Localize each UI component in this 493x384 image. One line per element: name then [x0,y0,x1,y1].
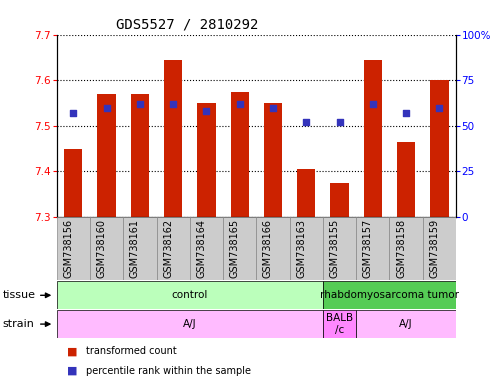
Bar [57,310,323,338]
Text: rhabdomyosarcoma tumor: rhabdomyosarcoma tumor [320,290,459,300]
Text: strain: strain [2,319,35,329]
Bar [297,169,316,217]
Text: ■: ■ [67,366,77,376]
Text: GSM738157: GSM738157 [363,219,373,278]
Point [336,119,344,125]
Point [402,110,410,116]
Point [369,101,377,107]
Point [70,110,77,116]
Text: GSM738158: GSM738158 [396,219,406,278]
Point [236,101,244,107]
Bar [389,217,423,280]
Text: GSM738155: GSM738155 [329,219,340,278]
Point [269,104,277,111]
Bar [197,103,215,217]
Bar [157,217,190,280]
Text: tissue: tissue [2,290,35,300]
Bar [190,217,223,280]
Bar [423,217,456,280]
Bar [131,94,149,217]
Text: BALB
/c: BALB /c [326,313,353,335]
Bar [397,142,415,217]
Point [136,101,144,107]
Text: ■: ■ [67,346,77,356]
Bar [290,217,323,280]
Point [169,101,177,107]
Bar [123,217,157,280]
Text: GSM738161: GSM738161 [130,219,140,278]
Text: A/J: A/J [399,319,413,329]
Bar [90,217,123,280]
Text: GSM738163: GSM738163 [296,219,306,278]
Text: percentile rank within the sample: percentile rank within the sample [86,366,251,376]
Bar [264,103,282,217]
Bar [323,310,356,338]
Text: GSM738160: GSM738160 [97,219,106,278]
Bar [223,217,256,280]
Bar [356,310,456,338]
Bar [364,60,382,217]
Bar [330,183,349,217]
Point [103,104,110,111]
Bar [57,281,323,309]
Bar [323,217,356,280]
Text: A/J: A/J [183,319,197,329]
Text: GSM738166: GSM738166 [263,219,273,278]
Bar [430,80,449,217]
Point [302,119,310,125]
Text: GSM738159: GSM738159 [429,219,439,278]
Text: GSM738164: GSM738164 [196,219,207,278]
Bar [356,217,389,280]
Text: transformed count: transformed count [86,346,177,356]
Text: control: control [172,290,208,300]
Bar [57,217,90,280]
Point [435,104,443,111]
Bar [231,91,249,217]
Bar [98,94,116,217]
Point [203,108,211,114]
Bar [256,217,290,280]
Bar [323,281,456,309]
Text: GDS5527 / 2810292: GDS5527 / 2810292 [116,17,258,31]
Text: GSM738165: GSM738165 [230,219,240,278]
Text: GSM738162: GSM738162 [163,219,173,278]
Bar [164,60,182,217]
Bar [64,149,82,217]
Text: GSM738156: GSM738156 [63,219,73,278]
